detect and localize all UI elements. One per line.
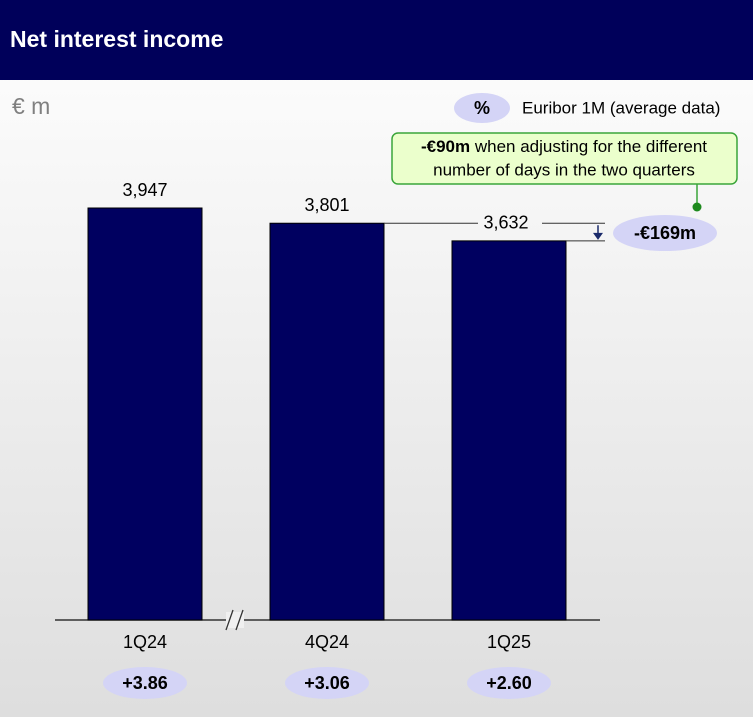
bar: [451, 240, 567, 621]
x-tick-label: 4Q24: [305, 632, 349, 652]
callout-value: -€90m: [421, 137, 470, 156]
legend-label: Euribor 1M (average data): [522, 98, 720, 117]
axis-break: [235, 609, 244, 631]
chart-title: Net interest income: [10, 26, 223, 52]
axis-break: [225, 609, 234, 631]
x-tick-label: 1Q25: [487, 632, 531, 652]
difference-badge: [613, 215, 717, 252]
callout-line: number of days in the two quarters: [433, 160, 695, 179]
bar: [269, 222, 385, 621]
euribor-badge: [285, 667, 369, 699]
legend-symbol: %: [474, 98, 490, 118]
callout-box: [391, 132, 738, 185]
value-label: 3,632: [483, 213, 528, 233]
euribor-label: +3.06: [304, 673, 350, 693]
callout-dot: [692, 202, 702, 212]
unit-label: € m: [12, 93, 50, 119]
value-label: 3,801: [304, 195, 349, 215]
euribor-label: +2.60: [486, 673, 532, 693]
header-band: [0, 0, 753, 80]
arrow-head: [593, 232, 603, 240]
euribor-badge: [103, 667, 187, 699]
callout-line: when adjusting for the different: [474, 137, 707, 156]
difference-label: -€169m: [634, 223, 696, 243]
value-label: 3,947: [122, 180, 167, 200]
euribor-label: +3.86: [122, 673, 168, 693]
x-tick-label: 1Q24: [123, 632, 167, 652]
legend-badge: [454, 93, 510, 123]
bar: [87, 207, 203, 621]
callout-text: -€90m when adjusting for the different: [421, 137, 707, 156]
euribor-badge: [467, 667, 551, 699]
